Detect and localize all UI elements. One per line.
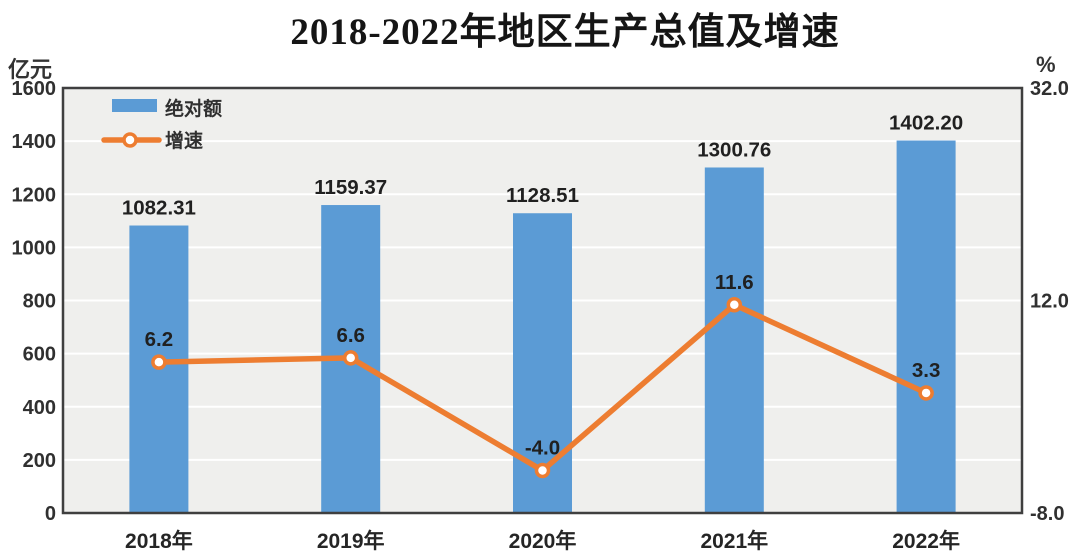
chart-title: 2018-2022年地区生产总值及增速 <box>290 12 840 53</box>
legend-line-marker <box>122 132 138 148</box>
x-axis-label: 2019年 <box>317 529 385 553</box>
bar-value-label: 1159.37 <box>314 176 387 199</box>
left-axis-tick-label: 800 <box>23 291 56 313</box>
bar-value-label: 1300.76 <box>697 138 771 161</box>
growth-marker-2022年 <box>918 385 934 401</box>
right-axis-tick-label: 32.0 <box>1030 78 1069 100</box>
x-axis-label: 2021年 <box>700 529 768 553</box>
right-axis-tick-label: -8.0 <box>1030 503 1064 525</box>
growth-marker-2020年 <box>534 462 551 479</box>
x-axis-label: 2020年 <box>509 529 577 553</box>
growth-value-label: -4.0 <box>525 437 560 460</box>
growth-value-label: 6.2 <box>145 328 174 351</box>
left-axis-unit-label: 亿元 <box>8 57 53 82</box>
legend-bar-swatch <box>112 99 157 112</box>
left-axis-tick-label: 1200 <box>12 184 57 206</box>
bar-value-label: 1128.51 <box>506 184 579 207</box>
plot-border <box>61 86 1024 515</box>
left-axis-tick-label: 200 <box>23 450 56 472</box>
legend-bar-label: 绝对额 <box>165 97 222 120</box>
left-axis-tick-label: 1600 <box>12 78 57 100</box>
x-axis-label: 2018年 <box>125 529 193 553</box>
bar-2021年 <box>704 167 764 513</box>
left-axis-tick-label: 400 <box>23 397 56 419</box>
x-axis-label: 2022年 <box>892 529 960 553</box>
left-axis-tick-label: 1400 <box>12 131 57 153</box>
right-axis-unit-label: % <box>1036 52 1056 77</box>
bar-value-label: 1082.31 <box>122 197 196 220</box>
left-axis-tick-label: 0 <box>45 503 56 525</box>
right-axis-tick-label: 12.0 <box>1030 291 1069 313</box>
growth-marker-2021年 <box>726 297 743 313</box>
growth-value-label: 6.6 <box>336 324 365 347</box>
left-axis-tick-label: 600 <box>23 344 56 366</box>
growth-value-label: 3.3 <box>912 359 941 382</box>
bar-2022年 <box>896 140 956 513</box>
growth-value-label: 11.6 <box>715 271 754 294</box>
bar-value-label: 1402.20 <box>889 112 963 135</box>
growth-marker-2019年 <box>342 350 359 366</box>
growth-marker-2018年 <box>151 354 167 370</box>
left-axis-tick-label: 1000 <box>12 237 57 259</box>
legend-line-label: 增速 <box>165 129 203 152</box>
